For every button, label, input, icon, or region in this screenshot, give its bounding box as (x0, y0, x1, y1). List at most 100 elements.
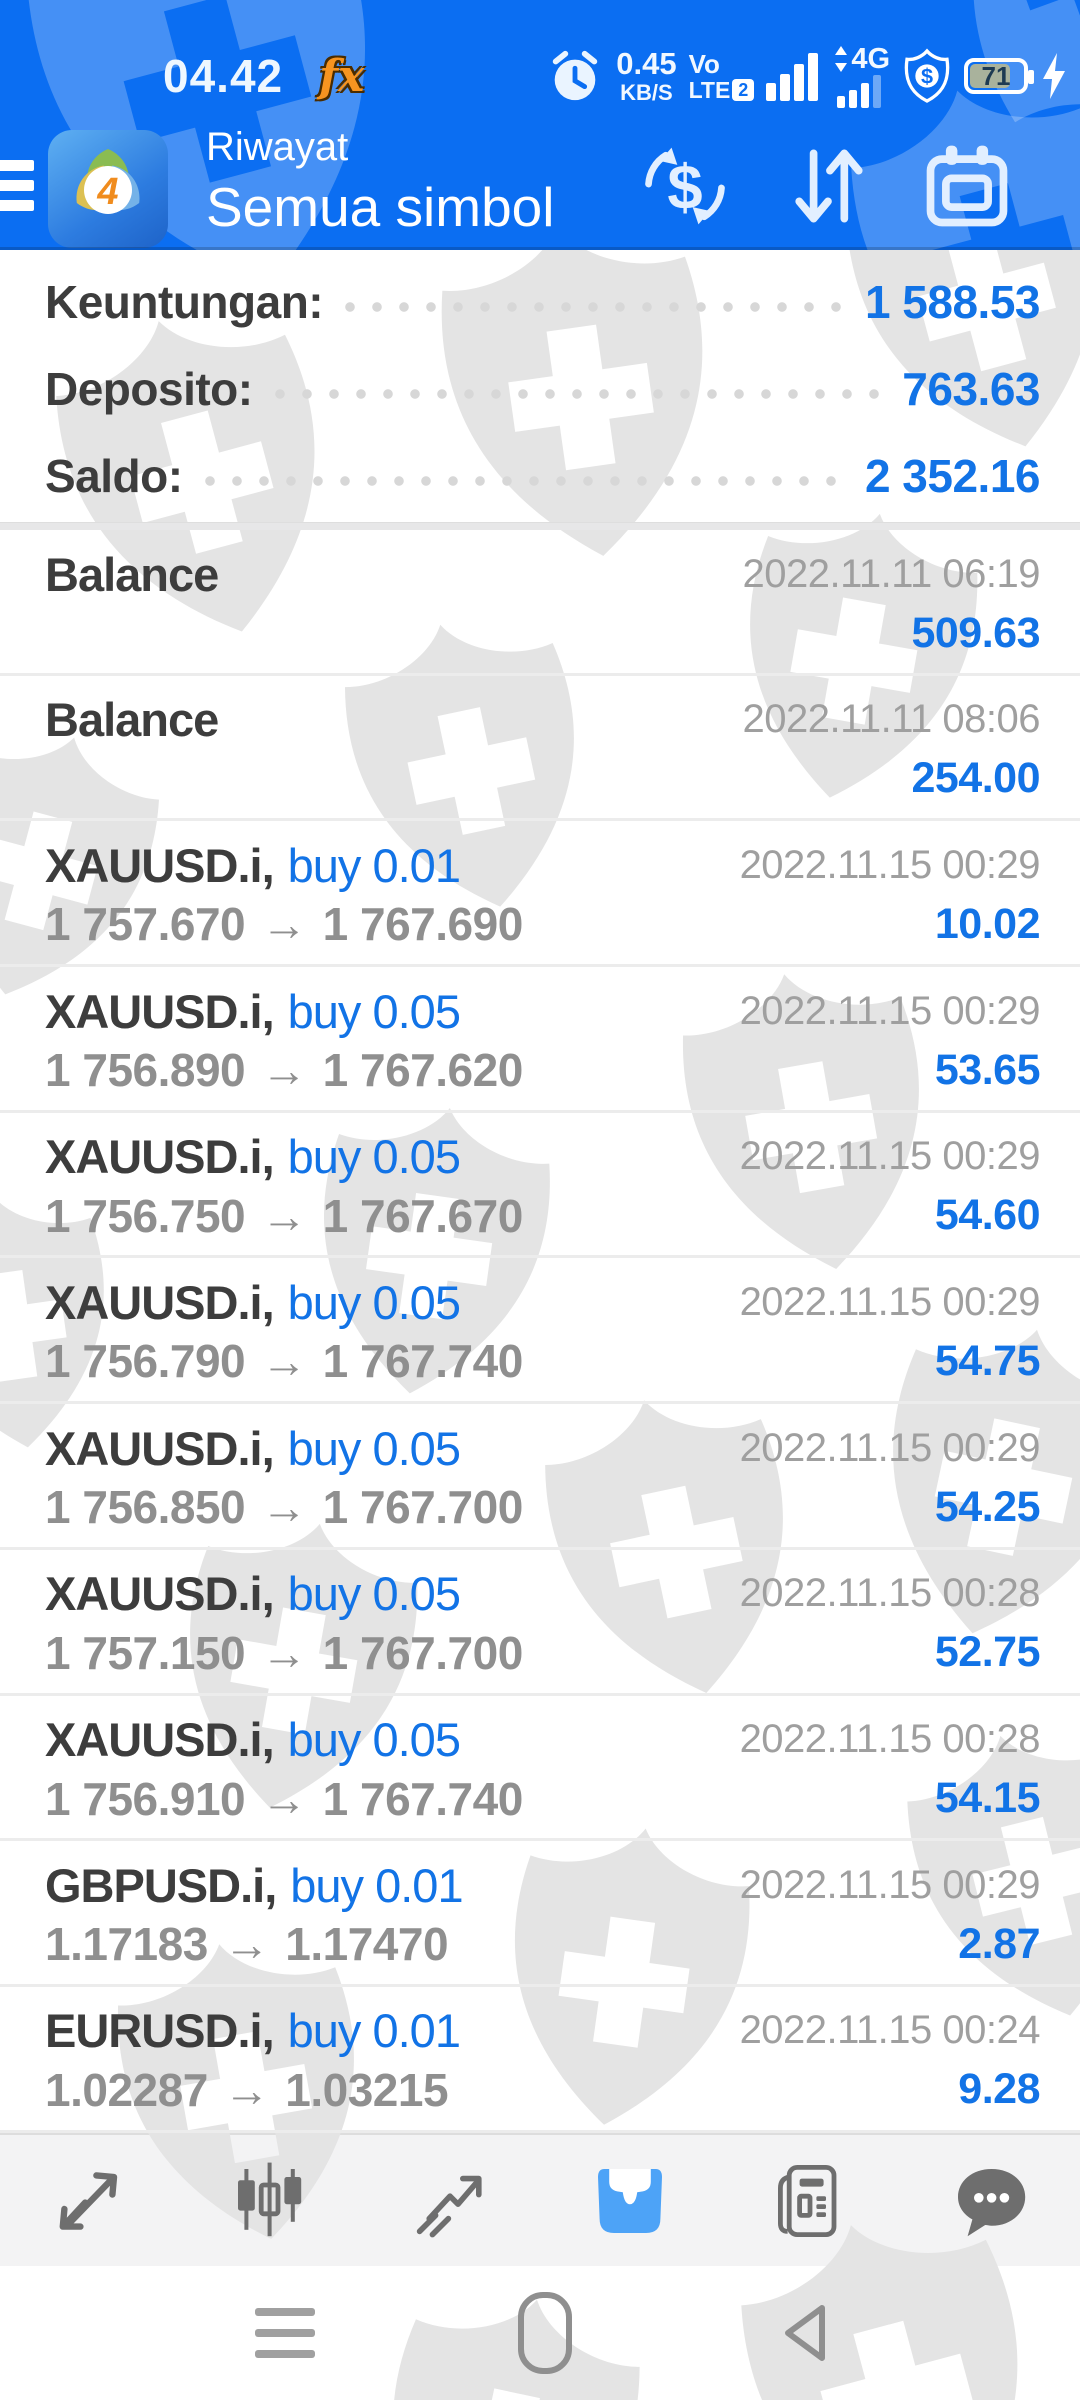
arrow-right-icon: → (261, 1335, 307, 1388)
row-profit: 54.15 (934, 1774, 1041, 1822)
arrow-right-icon: → (261, 1044, 307, 1097)
battery-percent: 71 (981, 60, 1011, 91)
row-side-volume: buy 0.05 (287, 1421, 461, 1475)
row-datetime: 2022.11.15 00:29 (739, 842, 1041, 887)
dotted-leader (274, 389, 881, 399)
open-price: 1 756.750 (45, 1189, 246, 1242)
row-profit: 2.87 (958, 1919, 1040, 1968)
history-row-trade[interactable]: XAUUSD.i, buy 0.05 2022.11.15 00:28 1 756.9… (0, 1696, 1080, 1842)
row-side-volume: buy 0.05 (287, 984, 461, 1038)
arrow-right-icon: → (261, 1189, 307, 1242)
row-datetime: 2022.11.15 00:28 (739, 1571, 1041, 1616)
row-datetime: 2022.11.15 00:29 (739, 988, 1041, 1033)
row-prices: 1.17183 → 1.17470 (45, 1917, 740, 1971)
nav-tab-news[interactable] (720, 2135, 900, 2266)
sim-index-badge: 2 (732, 79, 755, 101)
recents-button[interactable] (240, 2266, 330, 2400)
row-datetime: 2022.11.15 00:28 (739, 1717, 1041, 1761)
arrow-right-icon: → (223, 2063, 270, 2116)
history-row-trade[interactable]: GBPUSD.i, buy 0.01 2022.11.15 00:29 1.17183… (0, 1841, 1080, 1987)
android-nav (0, 2266, 1080, 2400)
nav-tab-history[interactable] (540, 2135, 720, 2266)
dotted-leader (345, 302, 843, 312)
nav-tab-messages[interactable] (900, 2135, 1080, 2266)
history-row-trade[interactable]: XAUUSD.i, buy 0.05 2022.11.15 00:28 1 757.1… (0, 1550, 1080, 1696)
row-side-volume: buy 0.01 (287, 838, 461, 892)
row-prices: 1 756.750 → 1 767.670 (45, 1189, 740, 1243)
open-price: 1 757.670 (45, 898, 246, 951)
double-arrow-icon (59, 2171, 118, 2230)
row-datetime: 2022.11.15 00:29 (739, 1862, 1041, 1907)
home-button[interactable] (500, 2266, 590, 2400)
row-side-volume: buy 0.05 (287, 1130, 461, 1184)
nav-tab-trade[interactable] (360, 2135, 540, 2266)
nav-tab-charts[interactable] (180, 2135, 360, 2266)
row-side-volume: buy 0.05 (287, 1567, 461, 1621)
summary-value: 763.63 (902, 363, 1040, 415)
close-price: 1.17470 (285, 1918, 449, 1971)
summary-value: 2 352.16 (864, 450, 1041, 502)
row-datetime: 2022.11.15 00:29 (739, 1279, 1041, 1324)
calendar-icon[interactable] (917, 136, 1017, 236)
close-price: 1 767.740 (322, 1772, 524, 1825)
summary-row-profit: Keuntungan: 1 588.53 (45, 267, 1041, 337)
tray-icon (598, 2168, 662, 2233)
currency-exchange-icon[interactable]: $ (635, 136, 735, 236)
row-profit: 254.00 (911, 754, 1040, 803)
dollar-glyph: $ (921, 64, 933, 89)
history-row-trade[interactable]: XAUUSD.i, buy 0.05 2022.11.15 00:29 1 756.7… (0, 1258, 1080, 1405)
summary-row-balance: Saldo: 2 352.16 (45, 441, 1041, 511)
row-side-volume: buy 0.05 (287, 1713, 461, 1766)
summary-row-deposit: Deposito: 763.63 (45, 354, 1040, 424)
row-profit: 509.63 (911, 608, 1040, 657)
mt4-app-icon: 4 (48, 130, 168, 248)
row-prices: 1 756.890 → 1 767.620 (45, 1043, 740, 1097)
candlestick-icon (238, 2162, 302, 2236)
menu-icon[interactable] (0, 160, 34, 214)
row-datetime: 2022.11.15 00:29 (739, 1134, 1041, 1179)
sort-arrows-icon[interactable] (778, 136, 878, 236)
chat-bubble-icon (958, 2168, 1026, 2236)
row-profit: 54.60 (934, 1191, 1041, 1240)
battery-icon: 71 (964, 58, 1034, 94)
charging-bolt-icon (1043, 53, 1065, 99)
back-button[interactable] (760, 2266, 850, 2400)
app-header: 4 Riwayat Semua simbol $ (0, 118, 1080, 250)
page-title: Riwayat (206, 125, 349, 169)
arrow-right-icon: → (223, 1918, 270, 1971)
history-row-balance[interactable]: Balance 2022.11.11 06:19 509.63 (0, 530, 1080, 676)
row-symbol: XAUUSD.i, (45, 1713, 275, 1766)
trend-arrow-icon (416, 2175, 482, 2237)
row-symbol: XAUUSD.i, (45, 1130, 275, 1184)
nav-tab-quotes[interactable] (0, 2135, 180, 2266)
open-price: 1 756.790 (45, 1335, 246, 1388)
history-row-trade[interactable]: XAUUSD.i, buy 0.05 2022.11.15 00:29 1 756.8… (0, 1404, 1080, 1550)
row-side-volume: buy 0.01 (287, 2004, 461, 2058)
row-symbol: EURUSD.i, (45, 2004, 275, 2058)
history-row-trade[interactable]: EURUSD.i, buy 0.01 2022.11.15 00:24 1.02287… (0, 1987, 1080, 2133)
row-symbol: XAUUSD.i, (45, 1421, 275, 1475)
close-price: 1 767.620 (322, 1044, 524, 1097)
row-symbol: XAUUSD.i, (45, 984, 275, 1038)
row-prices: 1.02287 → 1.03215 (45, 2063, 740, 2117)
newspaper-icon (778, 2164, 837, 2237)
history-row-balance[interactable]: Balance 2022.11.11 08:06 254.00 (0, 676, 1080, 822)
history-row-trade[interactable]: XAUUSD.i, buy 0.05 2022.11.15 00:29 1 756.8… (0, 967, 1080, 1113)
open-price: 1 756.910 (45, 1772, 246, 1825)
section-divider (0, 522, 1080, 530)
history-row-trade[interactable]: XAUUSD.i, buy 0.05 2022.11.15 00:29 1 756.7… (0, 1113, 1080, 1259)
row-prices: 1 756.910 → 1 767.740 (45, 1772, 740, 1826)
row-prices: 1 757.150 → 1 767.700 (45, 1626, 740, 1680)
row-profit: 10.02 (934, 899, 1041, 948)
arrow-right-icon: → (261, 898, 307, 951)
dollar-shield-icon: $ (904, 48, 950, 103)
summary-label: Saldo: (45, 450, 183, 502)
row-symbol: XAUUSD.i, (45, 838, 275, 892)
history-row-trade[interactable]: XAUUSD.i, buy 0.01 2022.11.15 00:29 1 757.6… (0, 821, 1080, 968)
summary-value: 1 588.53 (864, 276, 1041, 328)
row-symbol: Balance (45, 547, 219, 601)
row-datetime: 2022.11.11 08:06 (742, 697, 1041, 742)
fx-notification-icon: fx (319, 50, 365, 102)
row-symbol: XAUUSD.i, (45, 1567, 275, 1621)
close-price: 1 767.740 (322, 1335, 524, 1388)
